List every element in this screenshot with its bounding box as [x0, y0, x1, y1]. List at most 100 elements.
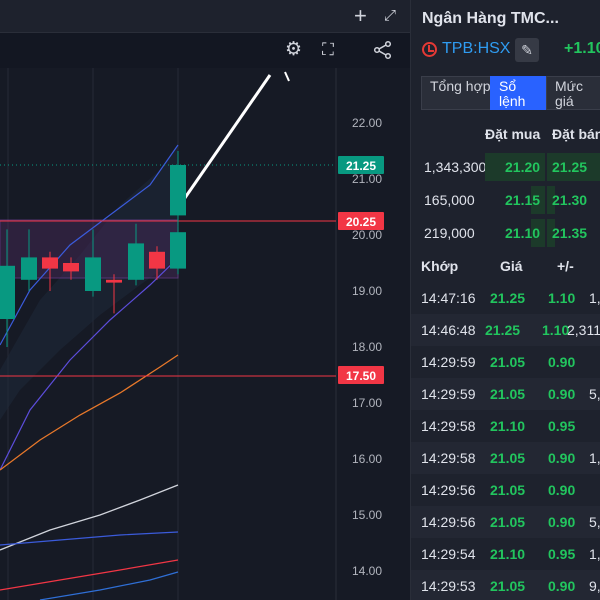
expand-icon[interactable]: ⤢: [384, 7, 397, 24]
trade-row[interactable]: 14:29:56 21.05 0.90: [411, 474, 600, 506]
quote-panel: Ngân Hàng TMC... TPB:HSX ✎ +1.10 Tổng hợ…: [410, 0, 600, 600]
tab-tong-hop[interactable]: Tổng hợp: [421, 76, 498, 110]
candle-body: [42, 257, 58, 269]
price-axis-label: 15.00: [352, 508, 382, 522]
trade-row[interactable]: 14:29:59 21.05 0.90: [411, 346, 600, 378]
price-badge: [338, 212, 384, 230]
edit-symbol-button[interactable]: ✎: [515, 38, 539, 62]
trades-header-time: Khớp: [421, 258, 459, 274]
orderbook-bid-price: 21.20: [505, 159, 541, 175]
candles: [0, 151, 186, 347]
orderbook-ask-price: 21.25: [552, 159, 588, 175]
orderbook-row[interactable]: 165,000 21.15 21.30: [411, 184, 600, 216]
bid-depth-bar: [485, 153, 545, 181]
tab-so-lenh[interactable]: Sổ lệnh: [490, 76, 546, 110]
trade-row[interactable]: 14:29:53 21.05 0.90 9,: [411, 570, 600, 600]
candle-body: [170, 165, 186, 216]
trade-change: 0.95: [548, 546, 576, 562]
trade-price: 21.25: [490, 290, 526, 306]
ma-blue-line: [0, 531, 179, 546]
trade-change: 0.95: [548, 418, 576, 434]
bid-depth-bar: [531, 219, 545, 247]
trade-time: 14:29:58: [421, 418, 476, 434]
orderbook-header-ask: Đặt bán: [552, 126, 600, 142]
chart-topbar: [0, 0, 410, 32]
upper-band-line: [0, 144, 179, 346]
orderbook-bid-price: 21.15: [505, 192, 541, 208]
plus-icon[interactable]: +: [354, 3, 367, 28]
trade-time: 14:29:53: [421, 578, 476, 594]
trade-price: 21.05: [490, 450, 526, 466]
price-badge: [338, 156, 384, 174]
trade-time: 14:29:56: [421, 482, 476, 498]
trade-time: 14:29:58: [421, 450, 476, 466]
gear-icon[interactable]: ⚙: [285, 39, 303, 60]
trade-volume: 9,: [589, 578, 600, 594]
candle-body: [149, 251, 165, 269]
trade-volume: 1,: [589, 450, 600, 466]
price-axis-label: 18.00: [352, 340, 382, 354]
price-axis-label: 22.00: [352, 116, 382, 130]
trade-row[interactable]: 14:29:54 21.10 0.95 1,: [411, 538, 600, 570]
trade-change: 0.90: [548, 482, 576, 498]
trade-price: 21.05: [490, 482, 526, 498]
price-badge-label: 20.25: [346, 215, 376, 229]
trend-line-tail: [284, 71, 290, 82]
candle-body: [21, 257, 37, 280]
orderbook-row[interactable]: 219,000 21.10 21.35: [411, 217, 600, 249]
trade-volume: 5,: [589, 514, 600, 530]
trade-row[interactable]: 14:29:58 21.10 0.95: [411, 410, 600, 442]
orderbook-volume: 219,000: [424, 225, 475, 241]
company-name: Ngân Hàng TMC...: [422, 10, 559, 27]
price-axis-label: 21.00: [352, 172, 382, 186]
price-chart[interactable]: 22.00 21.00 20.00 19.00 18.00 17.00 16.00 15.00…: [0, 0, 410, 600]
ma-lightblue-line: [39, 571, 179, 600]
price-axis-label: 17.00: [352, 396, 382, 410]
trade-volume: 2,311,: [567, 322, 600, 338]
pencil-icon: ✎: [521, 42, 533, 58]
trades-header-change: +/-: [557, 258, 574, 274]
orderbook-volume: 165,000: [424, 192, 475, 208]
trade-row[interactable]: 14:46:48 21.25 1.102,311,: [411, 314, 600, 346]
fullscreen-icon[interactable]: ⛶: [322, 40, 334, 59]
chart-panel[interactable]: 22.00 21.00 20.00 19.00 18.00 17.00 16.00 15.00…: [0, 0, 410, 600]
price-axis-label: 19.00: [352, 284, 382, 298]
orderbook-bid-price: 21.10: [505, 225, 541, 241]
share-icon[interactable]: [373, 40, 393, 64]
trade-row[interactable]: 14:47:16 21.25 1.10 1,: [411, 282, 600, 314]
orderbook-ask-price: 21.35: [552, 225, 588, 241]
orderbook-header-bid: Đặt mua: [485, 126, 541, 142]
trade-row[interactable]: 14:29:59 21.05 0.90 5,: [411, 378, 600, 410]
symbol-label[interactable]: TPB:HSX: [442, 40, 511, 57]
ask-depth-bar: [547, 219, 555, 247]
clock-icon: [422, 42, 437, 57]
candle-body: [0, 265, 15, 319]
trade-time: 14:29:59: [421, 386, 476, 402]
ma-white-line: [0, 484, 179, 551]
ma-red-line: [0, 559, 179, 591]
price-change: +1.10: [564, 40, 600, 57]
trade-volume: 1,: [589, 290, 600, 306]
candle-body: [106, 279, 122, 283]
ma-orange-line: [0, 354, 179, 471]
trade-volume: 5,: [589, 386, 600, 402]
lower-band-line: [0, 257, 179, 471]
orderbook-row[interactable]: 1,343,300 21.20 21.25: [411, 151, 600, 183]
trade-price: 21.05: [490, 514, 526, 530]
trade-row[interactable]: 14:29:58 21.05 0.90 1,: [411, 442, 600, 474]
trade-row[interactable]: 14:29:56 21.05 0.90 5,: [411, 506, 600, 538]
trade-volume: 1,: [589, 546, 600, 562]
trade-time: 14:29:59: [421, 354, 476, 370]
trade-change: 0.90: [548, 578, 576, 594]
trend-line[interactable]: [178, 74, 272, 206]
price-axis[interactable]: 22.00 21.00 20.00 19.00 18.00 17.00 16.00 15.00…: [352, 116, 382, 578]
orderbook-volume: 1,343,300: [424, 159, 487, 175]
price-axis-label: 16.00: [352, 452, 382, 466]
trade-change: 0.90: [548, 354, 576, 370]
ask-depth-bar: [547, 153, 600, 181]
trade-price: 21.10: [490, 418, 526, 434]
tab-muc-gia[interactable]: Mức giá: [546, 76, 600, 110]
trade-time: 14:46:48: [421, 322, 476, 338]
candle-body: [63, 263, 79, 272]
price-axis-label: 20.00: [352, 228, 382, 242]
